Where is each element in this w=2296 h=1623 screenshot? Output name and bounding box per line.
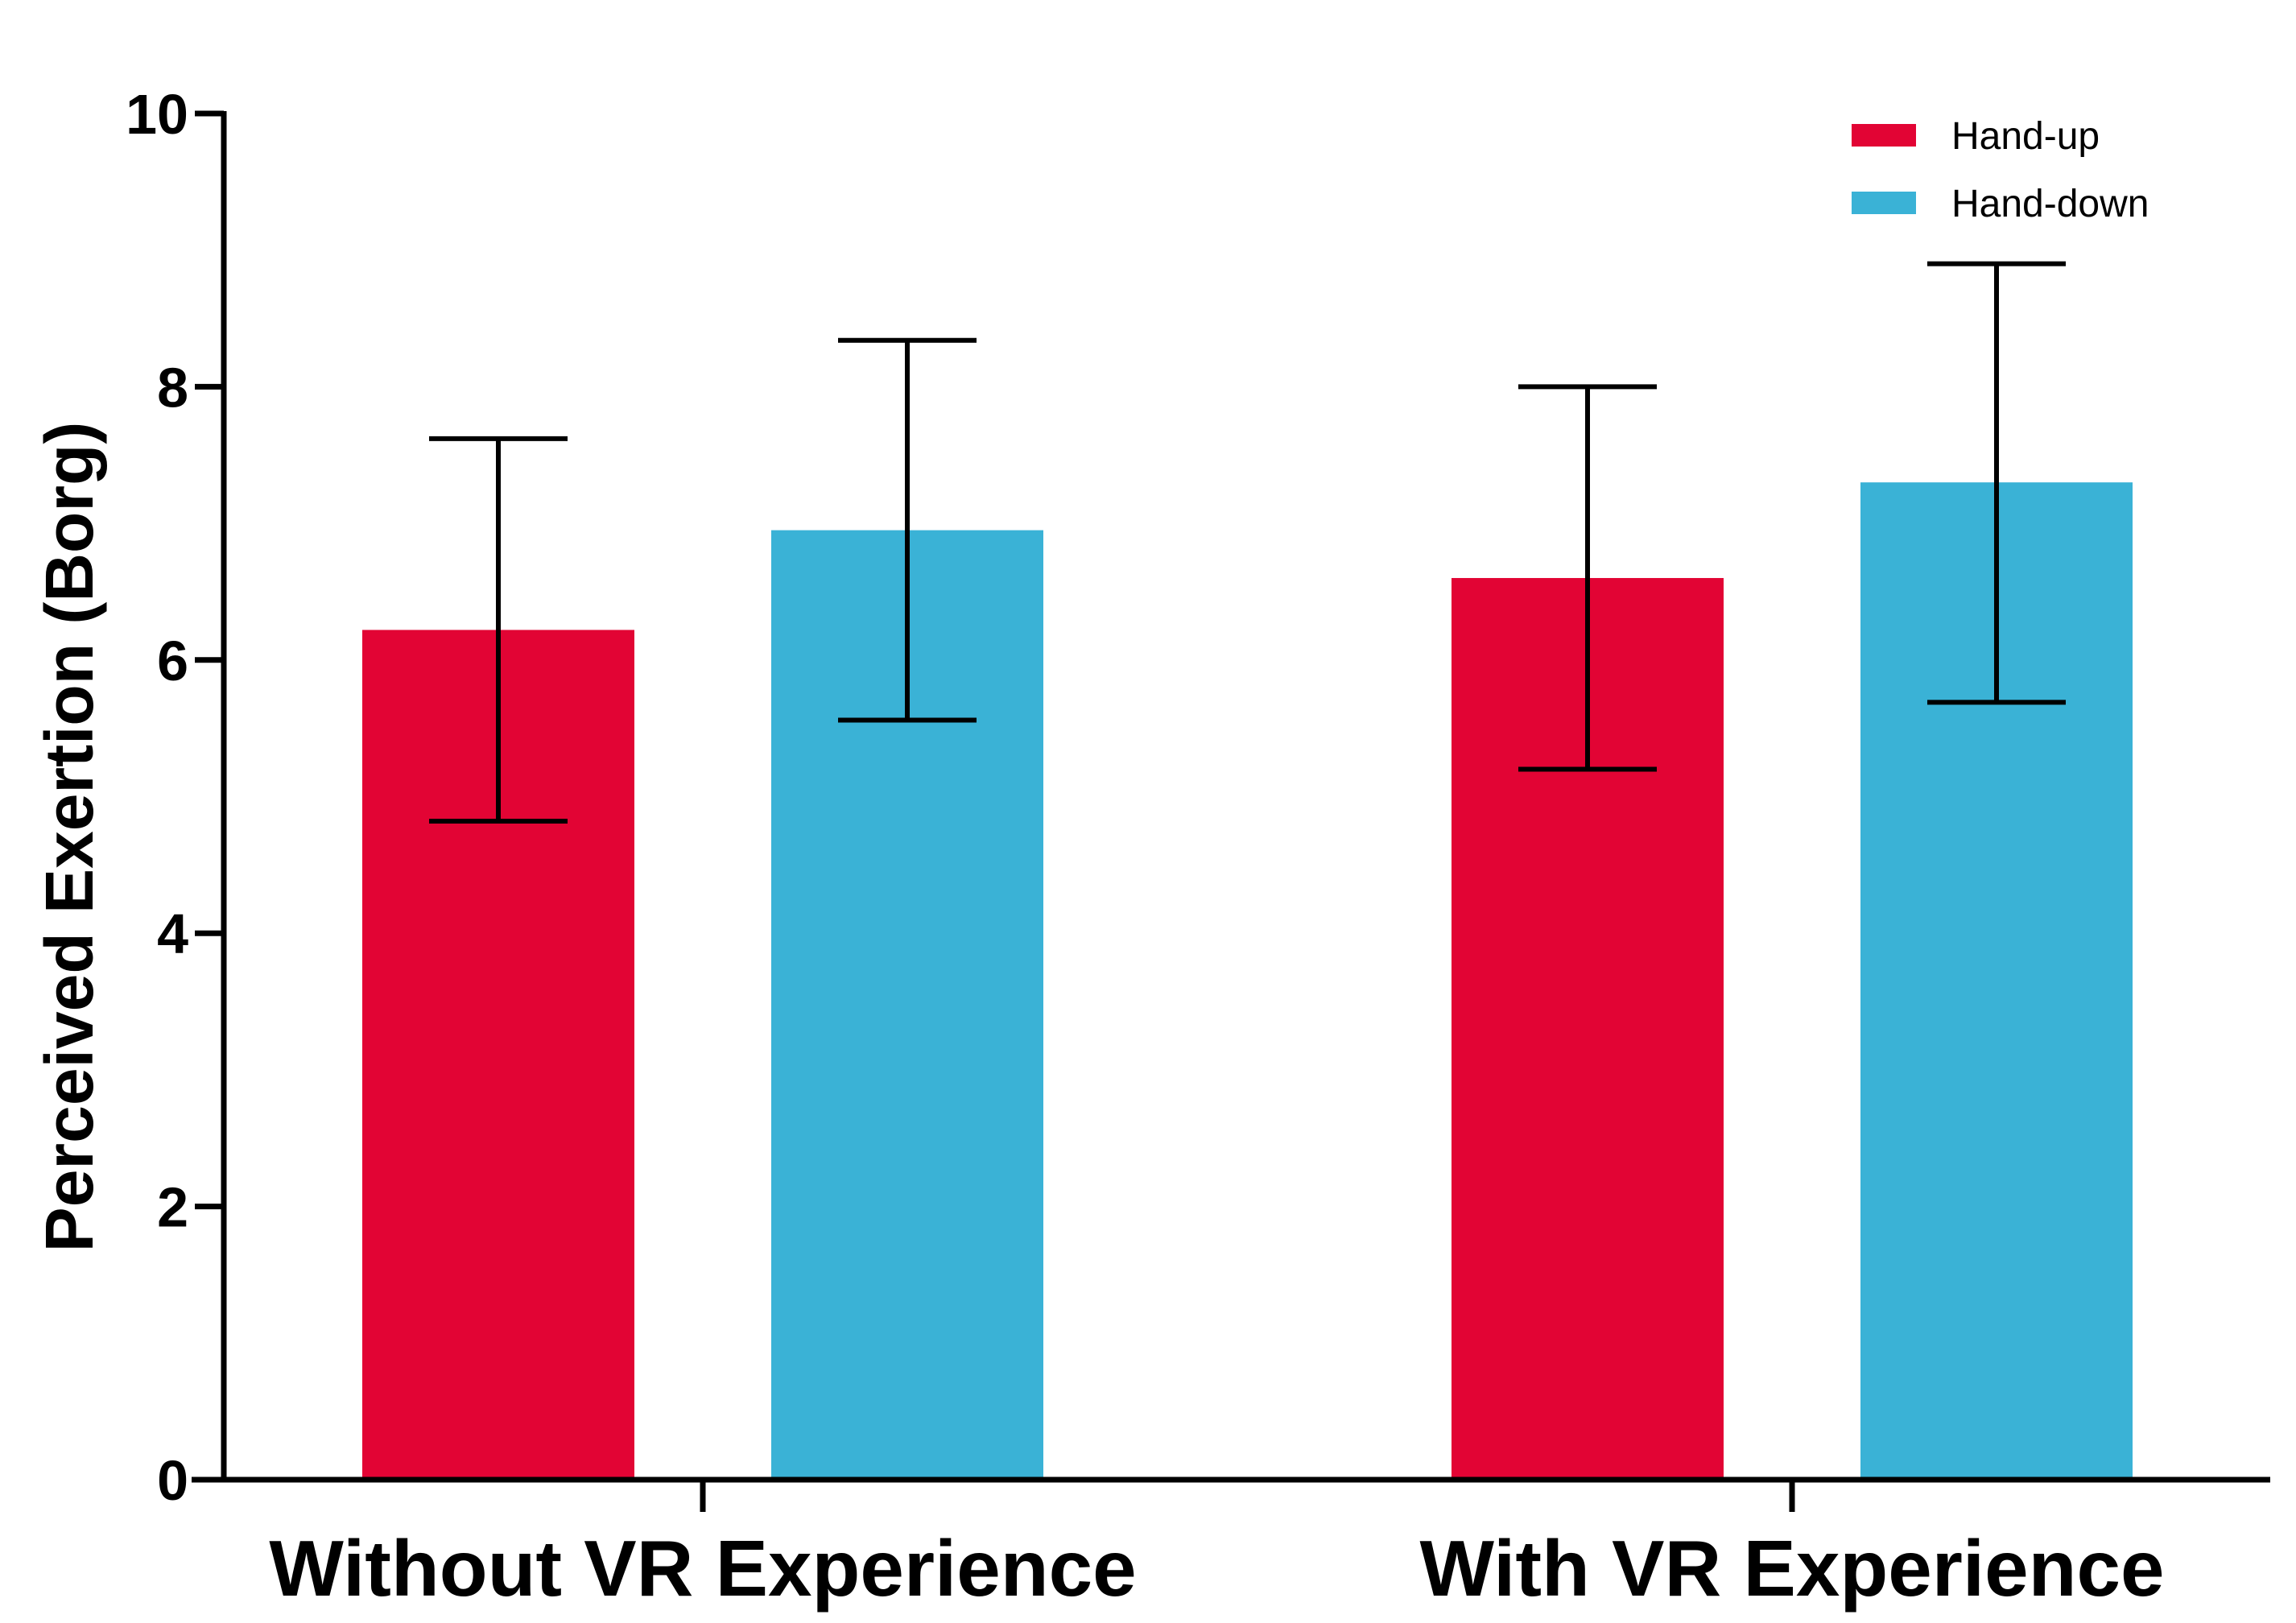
y-axis-title: Perceived Exertion (Borg): [31, 422, 107, 1253]
error-bars-layer: [429, 261, 2066, 824]
y-tick-label: 2: [157, 1176, 188, 1239]
error-bar: [429, 436, 568, 824]
error-bar: [1927, 261, 2066, 705]
bars-layer: [362, 482, 2133, 1481]
legend-swatch-hand-down: [1852, 192, 1916, 214]
y-tick-label: 0: [157, 1449, 188, 1512]
y-tick-label: 6: [157, 630, 188, 692]
x-category-label: With VR Experience: [1420, 1524, 2165, 1613]
legend: Hand-up Hand-down: [1852, 115, 2149, 225]
error-bar: [838, 337, 977, 723]
error-bar: [1518, 384, 1657, 772]
y-tick-label: 4: [157, 902, 188, 965]
legend-label-hand-down: Hand-down: [1951, 183, 2149, 225]
axes: 0 2 4 6 8 10 Without VR Experience With VR Exp…: [126, 83, 2270, 1613]
legend-swatch-hand-up: [1852, 124, 1916, 147]
legend-label-hand-up: Hand-up: [1951, 115, 2100, 158]
y-axis-ticks: 0 2 4 6 8 10: [126, 83, 224, 1512]
x-axis-ticks: Without VR Experience With VR Experience: [269, 1480, 2164, 1613]
x-category-label: Without VR Experience: [269, 1524, 1136, 1613]
y-tick-label: 10: [126, 83, 188, 146]
y-tick-label: 8: [157, 356, 188, 419]
